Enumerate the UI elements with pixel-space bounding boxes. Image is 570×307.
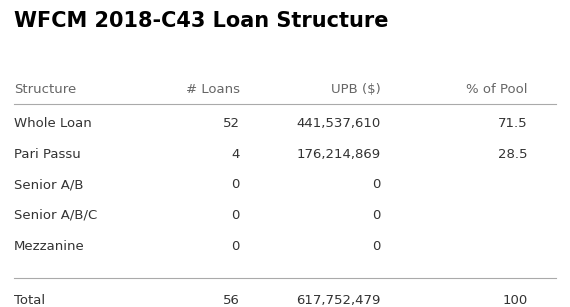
Text: 441,537,610: 441,537,610 xyxy=(297,117,381,130)
Text: 28.5: 28.5 xyxy=(498,148,528,161)
Text: # Loans: # Loans xyxy=(186,83,240,95)
Text: Pari Passu: Pari Passu xyxy=(14,148,81,161)
Text: 100: 100 xyxy=(503,294,528,307)
Text: 0: 0 xyxy=(373,239,381,252)
Text: 56: 56 xyxy=(223,294,240,307)
Text: 0: 0 xyxy=(231,209,240,222)
Text: Senior A/B: Senior A/B xyxy=(14,178,84,191)
Text: Structure: Structure xyxy=(14,83,76,95)
Text: UPB ($): UPB ($) xyxy=(331,83,381,95)
Text: Mezzanine: Mezzanine xyxy=(14,239,85,252)
Text: 617,752,479: 617,752,479 xyxy=(296,294,381,307)
Text: 52: 52 xyxy=(223,117,240,130)
Text: WFCM 2018-C43 Loan Structure: WFCM 2018-C43 Loan Structure xyxy=(14,11,389,31)
Text: 0: 0 xyxy=(231,178,240,191)
Text: Total: Total xyxy=(14,294,45,307)
Text: Senior A/B/C: Senior A/B/C xyxy=(14,209,97,222)
Text: 71.5: 71.5 xyxy=(498,117,528,130)
Text: % of Pool: % of Pool xyxy=(466,83,528,95)
Text: 0: 0 xyxy=(373,178,381,191)
Text: 4: 4 xyxy=(231,148,240,161)
Text: Whole Loan: Whole Loan xyxy=(14,117,92,130)
Text: 0: 0 xyxy=(231,239,240,252)
Text: 176,214,869: 176,214,869 xyxy=(297,148,381,161)
Text: 0: 0 xyxy=(373,209,381,222)
